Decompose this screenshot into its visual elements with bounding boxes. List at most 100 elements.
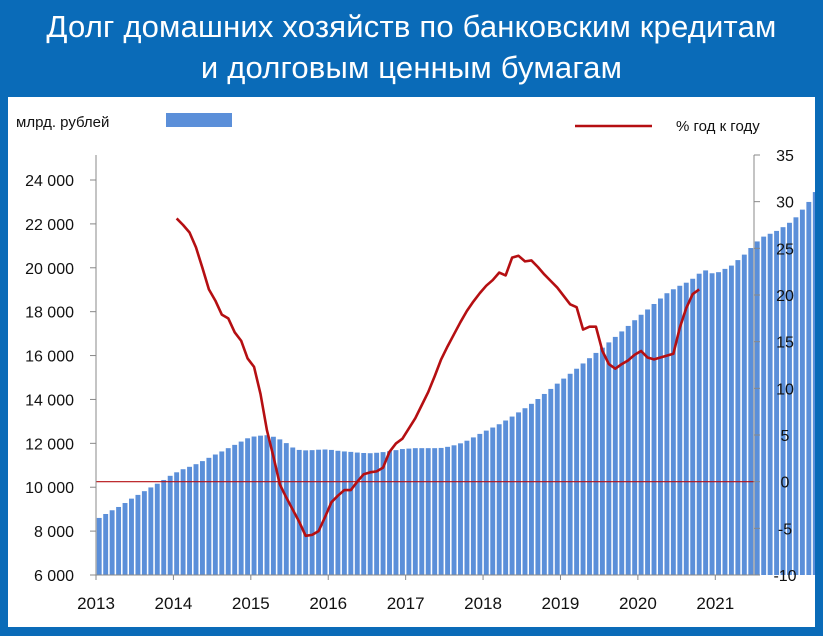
x-tick-label: 2019 <box>542 594 580 613</box>
left-tick-label: 22 000 <box>25 217 74 234</box>
bar <box>509 416 515 575</box>
bar <box>774 230 780 575</box>
bar <box>554 383 560 575</box>
bar <box>619 331 625 575</box>
x-tick-label: 2016 <box>309 594 347 613</box>
chart-title: Долг домашних хозяйств по банковским кре… <box>0 6 823 88</box>
bar <box>445 446 451 575</box>
legend-bars-label: млрд. рублей <box>16 114 109 131</box>
bar <box>425 448 431 575</box>
bar <box>541 393 547 575</box>
bar <box>677 285 683 575</box>
bar <box>799 209 805 576</box>
bar <box>664 293 670 575</box>
bar <box>393 450 399 575</box>
left-tick-label: 20 000 <box>25 261 74 278</box>
bar <box>238 441 244 575</box>
bar <box>193 464 199 575</box>
bar <box>587 358 592 575</box>
bar <box>503 420 509 575</box>
bar <box>561 378 567 575</box>
bar <box>728 265 734 575</box>
bar <box>722 268 728 576</box>
bar <box>129 498 134 575</box>
bar <box>412 448 418 575</box>
bar <box>232 444 238 575</box>
bar <box>516 412 521 575</box>
right-tick-label: 10 <box>776 381 794 398</box>
right-tick-label: -10 <box>773 568 796 585</box>
bar <box>309 450 315 575</box>
bar <box>638 314 644 575</box>
bar <box>458 443 463 575</box>
bar <box>329 449 334 575</box>
bar <box>141 491 147 575</box>
bar <box>277 439 283 575</box>
x-tick-label: 2021 <box>696 594 734 613</box>
bar <box>399 449 405 575</box>
bar <box>154 483 160 575</box>
right-axis-ticks: -10 -5 0 5 10 15 20 25 30 35 <box>754 148 797 585</box>
bar <box>709 273 715 575</box>
bar <box>787 222 792 575</box>
bar <box>167 475 173 575</box>
axes <box>95 155 755 576</box>
bar <box>483 430 489 575</box>
bar <box>122 503 128 575</box>
x-tick-label: 2020 <box>619 594 657 613</box>
bar <box>361 452 367 575</box>
bar <box>625 325 631 575</box>
bar <box>187 466 192 575</box>
x-tick-label: 2017 <box>387 594 425 613</box>
left-tick-label: 6 000 <box>34 568 74 585</box>
x-tick-label: 2018 <box>464 594 502 613</box>
chart-title-line-2: и долговым ценным бумагам <box>200 50 623 85</box>
bar <box>767 233 773 575</box>
left-tick-label: 10 000 <box>25 480 74 497</box>
bar <box>567 373 573 575</box>
bar <box>470 437 476 575</box>
bar <box>477 433 483 575</box>
bar <box>683 282 689 575</box>
bar <box>296 449 302 575</box>
bar <box>303 450 309 575</box>
legend-line-label: % год к году <box>676 118 760 135</box>
bar <box>490 427 496 575</box>
right-tick-label: 15 <box>776 335 794 352</box>
left-tick-label: 12 000 <box>25 436 74 453</box>
growth-line <box>175 217 700 538</box>
bar <box>264 435 270 575</box>
bar <box>574 368 580 575</box>
left-tick-label: 8 000 <box>34 524 74 541</box>
x-axis-ticks: 2013 2014 2015 2016 2017 2018 2019 2020 2021 <box>77 575 734 613</box>
bar <box>670 289 676 575</box>
bar <box>322 449 328 575</box>
growth-line-series <box>175 217 700 538</box>
bar <box>812 192 815 575</box>
bar <box>96 517 102 575</box>
bar <box>580 363 586 575</box>
bar <box>793 217 799 575</box>
bar <box>419 448 425 575</box>
chart-svg: 6 000 8 000 10 000 12 000 14 000 16 000 18 000… <box>16 113 815 613</box>
bar <box>606 342 612 575</box>
bar <box>735 260 741 575</box>
x-tick-label: 2013 <box>77 594 115 613</box>
bar <box>148 487 154 575</box>
bar <box>599 347 605 575</box>
bar <box>380 452 386 575</box>
bar <box>251 436 257 575</box>
bar <box>103 513 109 575</box>
bar <box>135 494 141 575</box>
bar <box>806 201 812 575</box>
bar <box>199 461 205 575</box>
bar <box>464 440 470 575</box>
bar <box>522 408 528 575</box>
bar <box>270 436 276 575</box>
right-tick-label: -5 <box>778 521 792 538</box>
x-tick-label: 2015 <box>232 594 270 613</box>
bar <box>690 278 696 575</box>
bar <box>283 443 289 575</box>
left-axis-ticks: 6 000 8 000 10 000 12 000 14 000 16 000 18 000… <box>25 173 96 585</box>
